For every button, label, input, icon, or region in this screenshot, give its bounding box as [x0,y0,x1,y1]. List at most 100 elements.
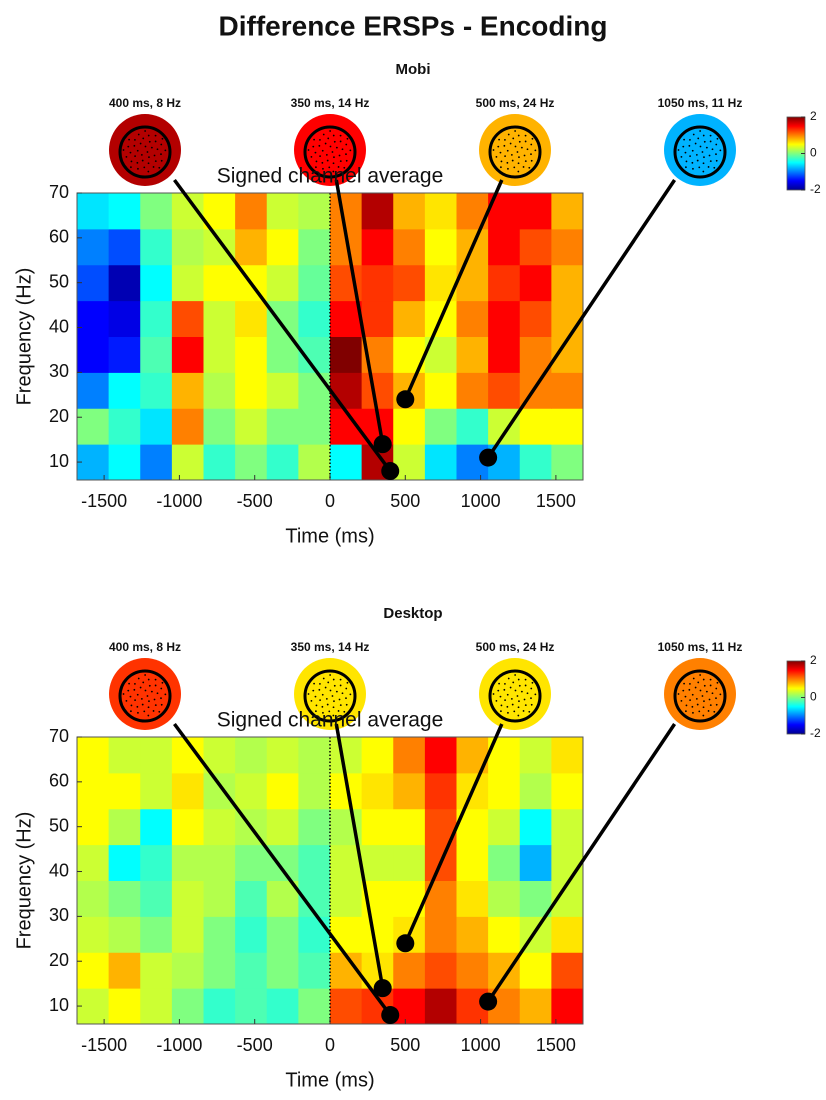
topo-label: 500 ms, 24 Hz [476,640,555,654]
topo-electrode [713,166,716,169]
topo-electrode [142,137,145,140]
heatmap-cell [140,844,173,881]
topo-electrode [136,693,139,696]
topo-electrode [677,693,680,695]
topo-electrode [314,151,317,154]
heatmap-cell [108,408,141,445]
topo-electrode [136,161,139,164]
heatmap-cell [488,264,521,302]
heatmap-cell [108,808,141,846]
topo-electrode [524,678,527,681]
heatmap-cell [551,844,584,881]
topo-electrode [318,688,321,691]
topo-electrode [504,699,506,701]
heatmap-cell [203,193,236,230]
topo-electrode [339,678,342,681]
heatmap-cell [298,228,331,266]
y-axis-label: Frequency (Hz) [13,812,35,950]
topo-head [488,669,542,723]
topo-electrode [307,693,310,695]
heatmap-cell [266,264,299,302]
heatmap-cell [519,408,552,445]
heatmap-cell [298,988,331,1025]
topo-electrode [703,156,705,159]
topo-electrode [130,710,132,713]
topo-electrode [148,156,150,159]
topo-electrode [322,711,324,714]
topo-electrode [506,705,509,708]
topo-electrode [312,145,315,148]
topo-electrode [708,698,711,701]
topo-head [118,669,172,723]
topo-electrode [526,148,529,151]
topo-electrode [129,151,132,154]
heatmap-cell [235,880,268,917]
topo-electrode [524,140,527,143]
topo-electrode [312,689,315,692]
topo-electrode [520,690,523,693]
topo-electrode [150,690,153,693]
topo-electrode [709,140,712,143]
topo-electrode [522,710,525,712]
topo-electrode [518,684,521,687]
topo-electrode [688,688,691,691]
topo-electrode [147,162,150,165]
heatmap-cell [393,408,426,445]
heatmap-cell [171,916,204,953]
topo-electrode [144,130,147,132]
topo-electrode [692,133,695,136]
topo-electrode [315,710,317,713]
topo-electrode [715,703,718,706]
topo-electrode [691,161,694,164]
topo-electrode [507,711,509,714]
topo-electrode [333,700,335,703]
heatmap-cell [519,988,552,1025]
heatmap-cell [298,808,331,846]
topo-electrode [141,703,144,706]
heatmap-cell [456,844,489,881]
topo-electrode [534,149,537,152]
topo-electrode [524,160,527,163]
topo-electrode [702,678,705,681]
topo-electrode [522,166,525,168]
topo-electrode [140,153,143,156]
topo-electrode [143,710,146,713]
topo-label: 350 ms, 14 Hz [291,96,370,110]
topo-electrode [333,684,336,687]
heatmap-cell [424,228,457,266]
heatmap-cell [140,408,173,445]
topo-electrode [497,145,500,148]
heatmap-cell [519,880,552,917]
marker-line [334,723,385,989]
heatmap-cell [140,808,173,846]
heatmap-cell [488,300,521,337]
heatmap-cell [393,193,426,230]
topo-electrode [715,159,718,162]
topo-electrode [315,160,318,163]
heatmap-cell [266,952,299,989]
topo-electrode [164,693,167,696]
heatmap-cell [424,193,457,230]
topo-electrode [523,698,526,701]
topo-electrode [692,167,694,170]
heatmap-cell [424,372,457,409]
topo-electrode [716,681,719,684]
topo-electrode [523,154,526,157]
heatmap-cell [140,264,173,302]
topo-electrode [345,703,348,706]
topo-electrode [339,140,342,143]
colorbar-tick-label: 0 [810,146,817,160]
topo-electrode [156,148,159,151]
topo-electrode [343,710,346,713]
topo-electrode [701,151,704,153]
y-tick-label: 50 [49,271,69,291]
topo-electrode [699,689,702,692]
heatmap-cell [266,772,299,810]
heatmap-cell [203,808,236,846]
colorbar-tick-label: 0 [810,690,817,704]
topo-electrode [715,143,718,146]
topo-electrode [146,695,149,697]
topo-electrode [154,684,157,687]
topo-electrode [703,140,706,143]
